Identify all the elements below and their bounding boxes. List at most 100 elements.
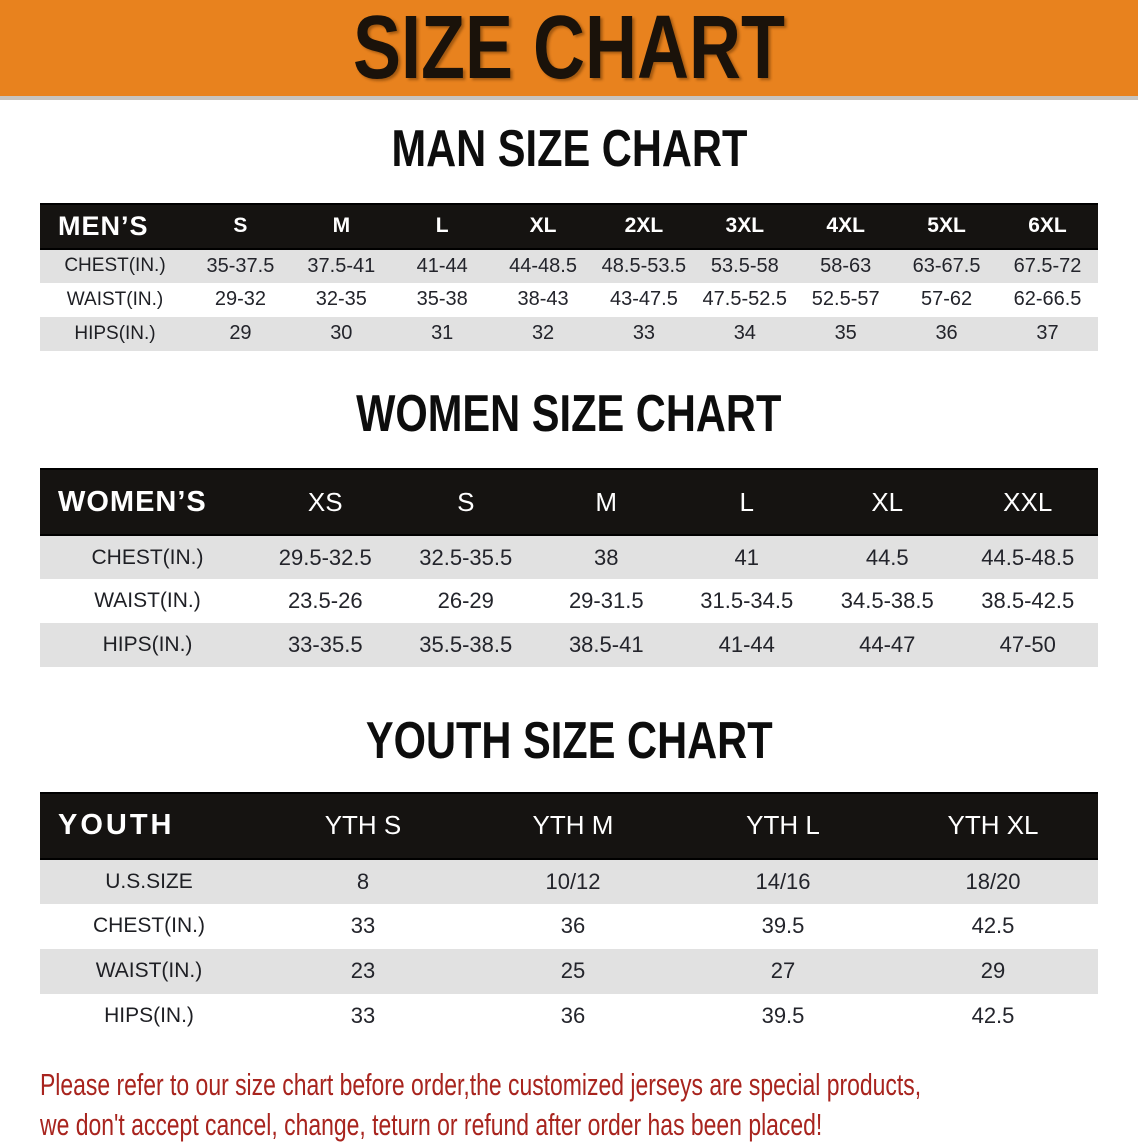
mens-size-value-cell: 44-48.5 (492, 248, 594, 283)
mens-size-column-header: 3XL (694, 202, 796, 250)
womens-size-value-cell: 26-29 (395, 579, 536, 624)
mens-size-value-cell: 34 (694, 316, 796, 351)
youth-size-value-cell: 39.5 (678, 903, 888, 949)
youth-corner-label: YOUTH (40, 791, 258, 860)
youth-size-column-header: YTH S (258, 791, 468, 860)
mens-size-column-header: XL (492, 202, 594, 250)
womens-size-value-cell: 38.5-42.5 (957, 579, 1098, 624)
womens-size-value-cell: 33-35.5 (255, 623, 396, 668)
youth-size-value-cell: 33 (258, 903, 468, 949)
youth-row-label: WAIST(IN.) (40, 948, 258, 994)
mens-size-value-cell: 35-37.5 (190, 248, 291, 283)
mens-size-column-header: 4XL (795, 202, 897, 250)
mens-size-value-cell: 67.5-72 (997, 248, 1098, 283)
womens-size-column-header: M (536, 468, 677, 537)
youth-size-chart-heading: YOUTH SIZE CHART (0, 714, 1138, 769)
mens-size-value-cell: 57-62 (896, 282, 997, 317)
mens-size-value-cell: 29 (190, 316, 291, 351)
disclaimer-line-2: we don't accept cancel, change, teturn o… (40, 1106, 823, 1142)
womens-size-value-cell: 35.5-38.5 (395, 623, 536, 668)
youth-size-chart-heading-text: YOUTH SIZE CHART (365, 712, 773, 771)
womens-measurement-row: HIPS(IN.) 33-35.5 35.5-38.5 38.5-41 41-44 44-… (40, 623, 1098, 668)
womens-measurement-row: CHEST(IN.) 29.5-32.5 32.5-35.5 38 41 44.5 44.5… (40, 535, 1098, 580)
youth-size-value-cell: 23 (258, 948, 468, 994)
womens-size-column-header: XS (255, 468, 396, 537)
youth-size-section: YOUTH SIZE CHART YOUTH YTH S YTH M YTH L YTH … (0, 714, 1138, 1039)
mens-size-column-header: S (190, 202, 291, 250)
womens-row-label: WAIST(IN.) (40, 579, 255, 624)
youth-size-table: YOUTH YTH S YTH M YTH L YTH XL U.S.SIZE 8 10/12… (40, 791, 1098, 1039)
mens-size-column-header: 6XL (997, 202, 1098, 250)
youth-size-value-cell: 14/16 (678, 858, 888, 904)
mens-size-section: MAN SIZE CHART MEN’S S M L XL 2XL 3XL 4XL 5XL 6XL C… (0, 122, 1138, 351)
youth-size-value-cell: 39.5 (678, 993, 888, 1039)
womens-size-value-cell: 44.5 (817, 535, 958, 580)
mens-size-chart-heading-text: MAN SIZE CHART (391, 120, 747, 178)
mens-row-label: CHEST(IN.) (40, 248, 190, 283)
youth-size-column-header: YTH XL (888, 791, 1098, 860)
youth-row-label: HIPS(IN.) (40, 993, 258, 1039)
womens-size-value-cell: 31.5-34.5 (676, 579, 817, 624)
youth-table-header-row: YOUTH YTH S YTH M YTH L YTH XL (40, 791, 1098, 860)
mens-size-value-cell: 62-66.5 (997, 282, 1098, 317)
mens-size-value-cell: 37 (997, 316, 1098, 351)
mens-size-chart-heading: MAN SIZE CHART (0, 122, 1138, 177)
mens-measurement-row: CHEST(IN.) 35-37.5 37.5-41 41-44 44-48.5 48.5… (40, 248, 1098, 283)
youth-measurement-row: CHEST(IN.) 33 36 39.5 42.5 (40, 903, 1098, 949)
youth-measurement-row: WAIST(IN.) 23 25 27 29 (40, 948, 1098, 994)
youth-size-column-header: YTH L (678, 791, 888, 860)
womens-size-column-header: S (395, 468, 536, 537)
mens-size-value-cell: 32 (492, 316, 594, 351)
womens-size-value-cell: 29-31.5 (536, 579, 677, 624)
mens-size-value-cell: 43-47.5 (593, 282, 695, 317)
womens-size-value-cell: 23.5-26 (255, 579, 396, 624)
mens-size-value-cell: 30 (290, 316, 392, 351)
mens-size-value-cell: 38-43 (492, 282, 594, 317)
youth-size-value-cell: 33 (258, 993, 468, 1039)
womens-size-value-cell: 29.5-32.5 (255, 535, 396, 580)
womens-size-value-cell: 38 (536, 535, 677, 580)
mens-size-value-cell: 48.5-53.5 (593, 248, 695, 283)
mens-size-value-cell: 47.5-52.5 (694, 282, 796, 317)
womens-row-label: CHEST(IN.) (40, 535, 255, 580)
mens-measurement-row: HIPS(IN.) 29 30 31 32 33 34 35 36 37 (40, 316, 1098, 351)
womens-size-section: WOMEN SIZE CHART WOMEN’S XS S M L XL XXL CHEST(I… (0, 386, 1138, 668)
mens-size-value-cell: 37.5-41 (290, 248, 392, 283)
youth-size-value-cell: 36 (468, 903, 678, 949)
youth-measurement-row: HIPS(IN.) 33 36 39.5 42.5 (40, 993, 1098, 1039)
mens-size-value-cell: 63-67.5 (896, 248, 997, 283)
mens-size-value-cell: 41-44 (391, 248, 493, 283)
womens-size-value-cell: 44-47 (817, 623, 958, 668)
womens-size-value-cell: 38.5-41 (536, 623, 677, 668)
mens-size-value-cell: 52.5-57 (795, 282, 897, 317)
mens-corner-label: MEN’S (40, 202, 190, 250)
youth-measurement-row: U.S.SIZE 8 10/12 14/16 18/20 (40, 858, 1098, 904)
womens-row-label: HIPS(IN.) (40, 623, 255, 668)
mens-size-column-header: L (391, 202, 493, 250)
womens-corner-label: WOMEN’S (40, 468, 255, 537)
mens-size-value-cell: 36 (896, 316, 997, 351)
mens-size-value-cell: 29-32 (190, 282, 291, 317)
banner-title: SIZE CHART (353, 0, 785, 98)
womens-size-value-cell: 34.5-38.5 (817, 579, 958, 624)
mens-size-value-cell: 35-38 (391, 282, 493, 317)
womens-size-column-header: XXL (957, 468, 1098, 537)
mens-size-column-header: 2XL (593, 202, 695, 250)
youth-size-value-cell: 42.5 (888, 993, 1098, 1039)
disclaimer-line-1: Please refer to our size chart before or… (40, 1066, 922, 1102)
youth-size-value-cell: 27 (678, 948, 888, 994)
mens-size-value-cell: 31 (391, 316, 493, 351)
mens-size-value-cell: 53.5-58 (694, 248, 796, 283)
youth-size-value-cell: 25 (468, 948, 678, 994)
womens-size-value-cell: 44.5-48.5 (957, 535, 1098, 580)
womens-table-header-row: WOMEN’S XS S M L XL XXL (40, 468, 1098, 537)
womens-size-table: WOMEN’S XS S M L XL XXL CHEST(IN.) 29.5-32.5 32.5… (40, 468, 1098, 668)
womens-size-column-header: L (676, 468, 817, 537)
youth-row-label: U.S.SIZE (40, 858, 258, 904)
youth-size-value-cell: 18/20 (888, 858, 1098, 904)
mens-table-header-row: MEN’S S M L XL 2XL 3XL 4XL 5XL 6XL (40, 202, 1098, 250)
mens-row-label: WAIST(IN.) (40, 282, 190, 317)
youth-size-value-cell: 36 (468, 993, 678, 1039)
youth-size-value-cell: 10/12 (468, 858, 678, 904)
size-chart-sections: MAN SIZE CHART MEN’S S M L XL 2XL 3XL 4XL 5XL 6XL C… (0, 122, 1138, 1039)
